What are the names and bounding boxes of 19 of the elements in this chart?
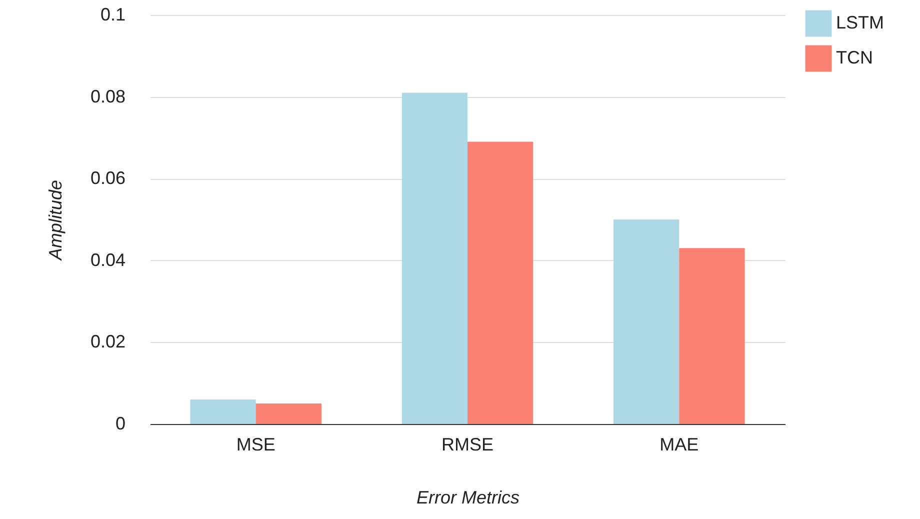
- x-tick-label: MAE: [660, 434, 699, 454]
- bar: [679, 248, 745, 424]
- x-axis-title: Error Metrics: [416, 488, 520, 508]
- legend-label: LSTM: [836, 12, 884, 32]
- bar: [190, 399, 256, 424]
- y-axis-title: Amplitude: [45, 180, 66, 262]
- y-tick-label: 0.06: [90, 168, 126, 188]
- legend-label: TCN: [836, 48, 873, 68]
- y-tick-label: 0.04: [90, 250, 126, 270]
- y-tick-label: 0: [115, 414, 126, 434]
- y-tick-label: 0.08: [90, 86, 126, 106]
- x-tick-label: MSE: [236, 434, 276, 454]
- y-tick-label: 0.1: [100, 4, 126, 24]
- y-tick-label: 0.02: [90, 332, 126, 352]
- x-tick-label: RMSE: [441, 434, 494, 454]
- bar: [614, 220, 680, 424]
- bar: [402, 92, 468, 424]
- bar: [256, 404, 322, 424]
- bar: [468, 142, 534, 424]
